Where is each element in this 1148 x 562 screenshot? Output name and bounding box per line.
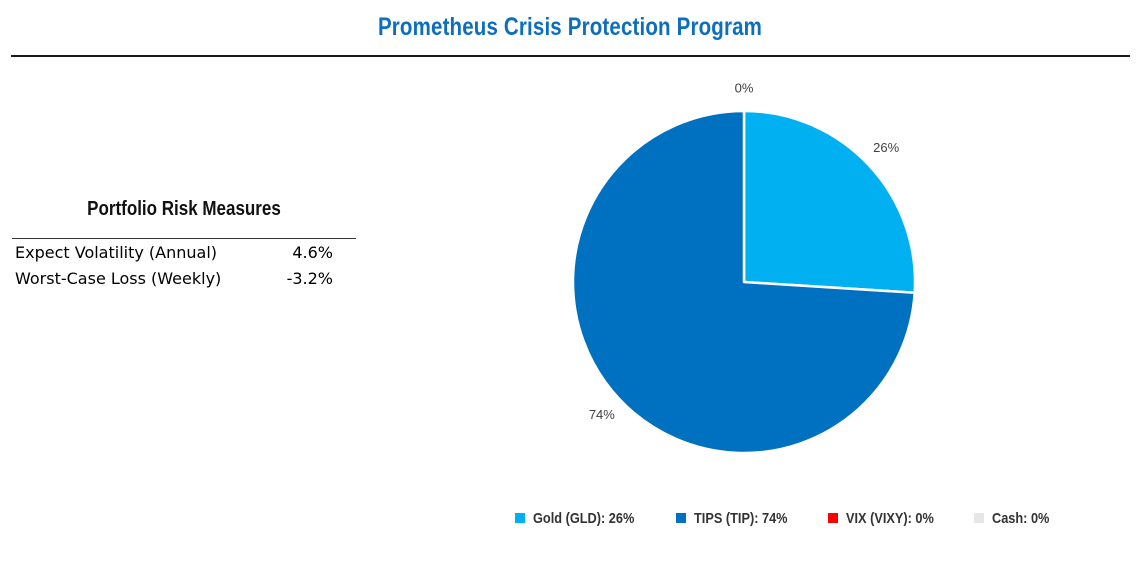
legend-label: TIPS (TIP): 74% (694, 509, 788, 527)
legend-swatch (973, 513, 984, 523)
risk-label: Expect Volatility (Annual) (15, 243, 218, 262)
title-divider (11, 55, 1130, 57)
legend-swatch (515, 513, 525, 523)
risk-value: 4.6% (292, 243, 333, 262)
data-label-vix-vixy: 0% (735, 80, 754, 95)
legend-label: VIX (VIXY): 0% (846, 509, 935, 527)
risk-value: -3.2% (286, 269, 333, 288)
risk-measures-table: Expect Volatility (Annual) 4.6% Worst-Ca… (15, 240, 355, 292)
legend-item-gold-gld: Gold (GLD): 26% (515, 510, 652, 527)
risk-row-volatility: Expect Volatility (Annual) 4.6% (15, 240, 355, 266)
legend-item-cash: Cash: 0% (973, 509, 1060, 527)
pie-slice-tips-tip (571, 109, 916, 455)
legend-swatch (676, 513, 687, 523)
data-label-gold-gld: 26% (873, 140, 899, 155)
legend-label: Cash: 0% (991, 509, 1049, 527)
chart-legend: Gold (GLD): 26% TIPS (TIP): 74% VIX (VIXY)… (515, 508, 1083, 528)
pie-slice-gold-gld (742, 109, 917, 294)
data-label-tips-tip: 74% (589, 407, 615, 422)
legend-label: Gold (GLD): 26% (533, 509, 635, 527)
risk-row-worst-case-loss: Worst-Case Loss (Weekly) -3.2% (15, 266, 355, 292)
risk-label: Worst-Case Loss (Weekly) (15, 269, 222, 288)
risk-measures-divider (12, 238, 356, 239)
page-title: Prometheus Crisis Protection Program (377, 13, 763, 41)
legend-item-tips-tip: TIPS (TIP): 74% (676, 510, 804, 527)
legend-swatch (828, 513, 839, 523)
allocation-pie-chart: 26% 74% 0% (571, 80, 917, 455)
legend-item-vix-vixy: VIX (VIXY): 0% (828, 510, 949, 527)
risk-measures-heading: Portfolio Risk Measures (87, 198, 281, 220)
